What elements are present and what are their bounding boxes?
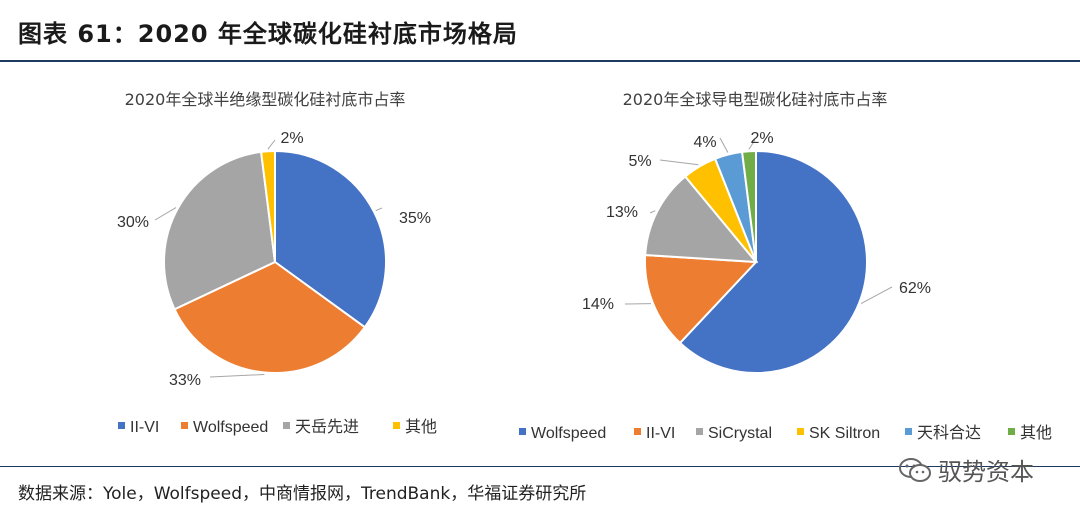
legend-label: SK Siltron [809,425,880,442]
figure-title: 图表 61：2020 年全球碳化硅衬底市场格局 [18,20,518,48]
legend-swatch [696,428,703,435]
leader-line [860,286,893,305]
data-label: 2% [280,130,303,147]
pie-slice-其他 [740,149,757,263]
leader-line [209,373,265,378]
data-label: 62% [899,280,931,297]
data-label: 5% [628,153,651,170]
leader-line [649,210,656,214]
legend-swatch [118,422,125,429]
pie-chart-semi-insulating: 2020年全球半绝缘型碳化硅衬底市占率 35% 33% 30% 2% II-VI Wolfs… [117,90,437,436]
source-divider [0,466,1080,467]
leader-line [267,139,276,150]
legend-swatch [393,422,400,429]
data-label: 35% [399,210,431,227]
pie-slice-SiCrystal [644,175,759,264]
pie-slice-天岳先进 [163,150,277,311]
pie-slice-其他 [259,149,276,263]
pie-slice-Wolfspeed [173,260,367,374]
chart-title: 2020年全球导电型碳化硅衬底市占率 [623,90,888,109]
charts-canvas: 2020年全球半绝缘型碳化硅衬底市占率 35% 33% 30% 2% II-VI Wolfs… [117,90,1052,442]
legend-label: 天岳先进 [295,418,359,436]
legend-label: Wolfspeed [193,419,268,436]
legend-swatch [519,428,526,435]
leader-line [659,159,699,166]
pie-slice-II-VI [274,149,387,329]
legend-label: 其他 [405,418,437,436]
legend-swatch [797,428,804,435]
legend-swatch [1008,428,1015,435]
data-label: 2% [750,130,773,147]
legend-label: II-VI [646,425,675,442]
leader-line [375,207,383,212]
legend-swatch [634,428,641,435]
leader-line [154,207,177,221]
data-label: 33% [169,372,201,389]
pie-slice-Wolfspeed [678,149,868,374]
data-label: 14% [582,296,614,313]
leader-line [719,137,729,153]
legend-swatch [283,422,290,429]
data-label: 13% [606,204,638,221]
title-divider [0,60,1080,62]
leader-line [748,139,756,150]
legend-label: II-VI [130,419,159,436]
pie-chart-conductive: 2020年全球导电型碳化硅衬底市占率 62% 14% 13% 5% 4% 2% Wolfspe… [519,90,1052,442]
pie-slice-II-VI [644,253,759,345]
watermark: 驭势资本 [898,452,1034,487]
legend-label: SiCrystal [708,425,772,442]
legend-swatch [181,422,188,429]
data-label: 30% [117,214,149,231]
legend-label: 天科合达 [917,424,981,442]
legend-label: Wolfspeed [531,425,606,442]
data-label: 4% [693,134,716,151]
watermark-text: 驭势资本 [938,458,1034,486]
source-note: 数据来源：Yole，Wolfspeed，中商情报网，TrendBank，华福证券… [18,484,587,504]
chart-title: 2020年全球半绝缘型碳化硅衬底市占率 [125,90,406,109]
legend-swatch [905,428,912,435]
wechat-icon [899,457,931,482]
legend-label: 其他 [1020,424,1052,442]
